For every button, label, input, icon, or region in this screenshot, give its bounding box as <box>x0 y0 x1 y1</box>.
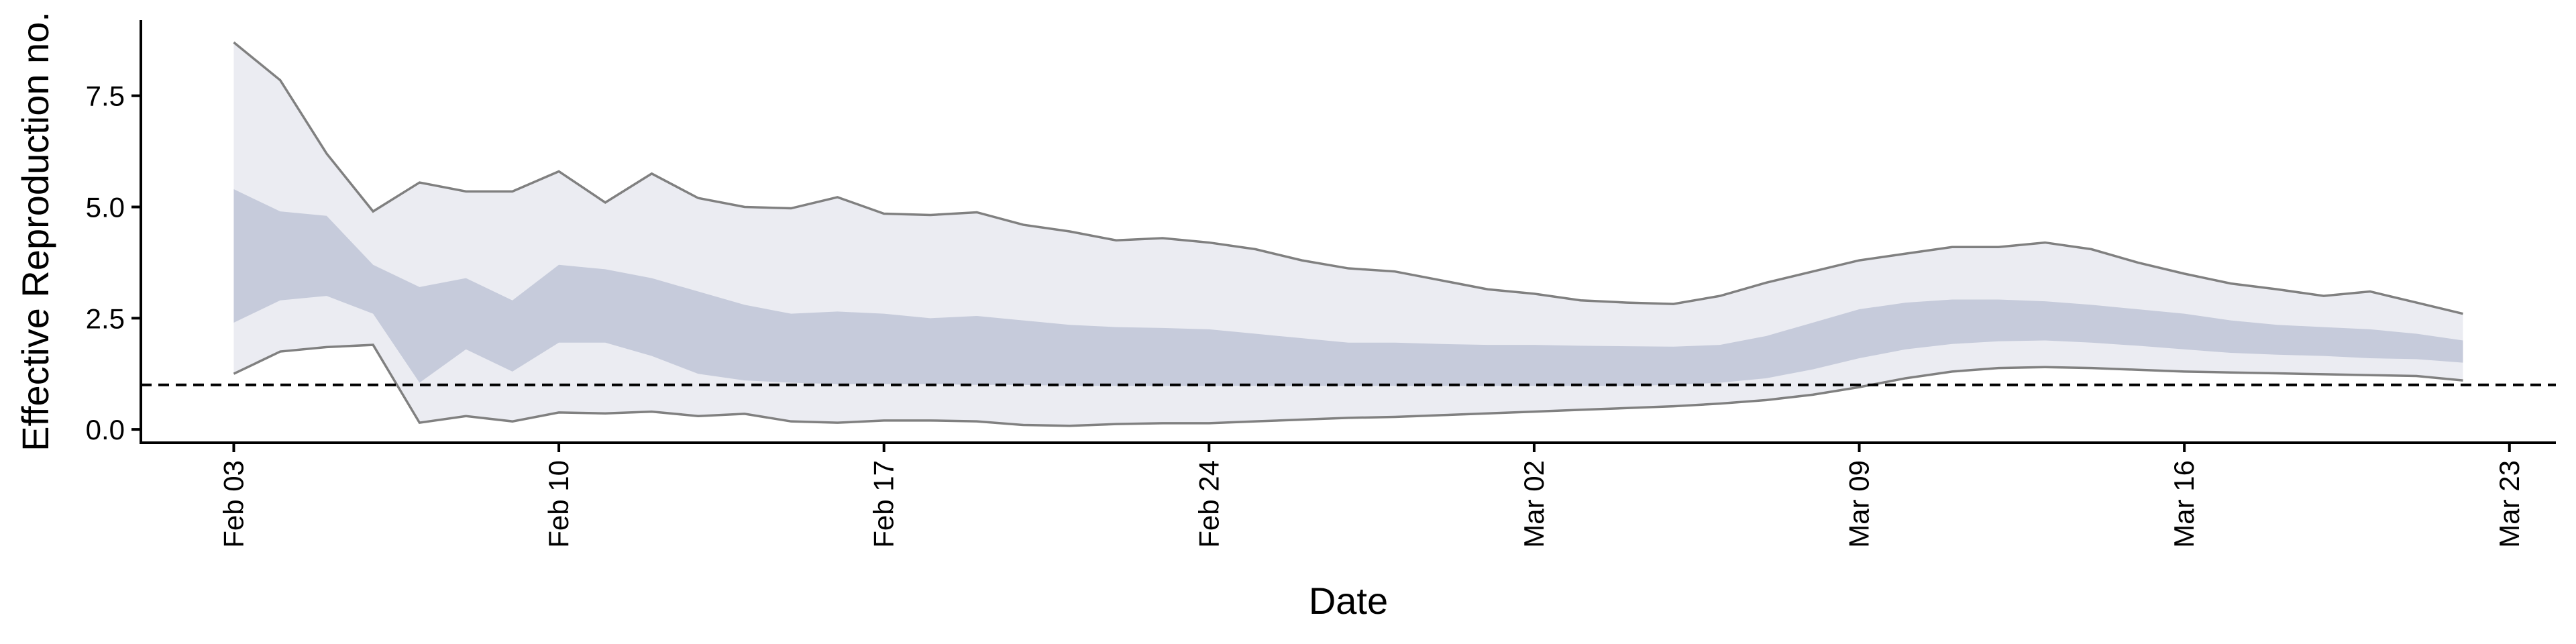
y-tick-label: 5.0 <box>86 192 125 223</box>
outer-upper-line <box>233 41 2463 315</box>
x-tick-label: Feb 10 <box>543 460 574 548</box>
x-tick-label: Mar 09 <box>1843 460 1875 548</box>
x-tick-label: Feb 17 <box>868 460 900 548</box>
y-tick-label: 7.5 <box>86 80 125 112</box>
y-axis-ticks: 0.0 2.5 5.0 7.5 <box>86 80 141 445</box>
x-axis-title: Date <box>1309 580 1388 622</box>
y-tick-label: 0.0 <box>86 414 125 445</box>
x-tick-label: Feb 24 <box>1193 460 1224 548</box>
inner-interval-band <box>233 189 2463 386</box>
x-tick-label: Feb 03 <box>217 460 249 548</box>
x-tick-label: Mar 23 <box>2493 460 2525 548</box>
outer-lower-line <box>233 343 2463 427</box>
x-tick-label: Mar 02 <box>1518 460 1550 548</box>
y-axis-title: Effective Reproduction no. <box>14 11 56 451</box>
credible-interval-bands <box>233 42 2463 426</box>
y-tick-label: 2.5 <box>86 303 125 334</box>
x-tick-label: Mar 16 <box>2168 460 2200 548</box>
interval-boundary-lines <box>233 41 2463 427</box>
x-axis-ticks: Feb 03 Feb 10 Feb 17 Feb 24 Mar 02 Mar 09 Mar … <box>217 443 2525 548</box>
